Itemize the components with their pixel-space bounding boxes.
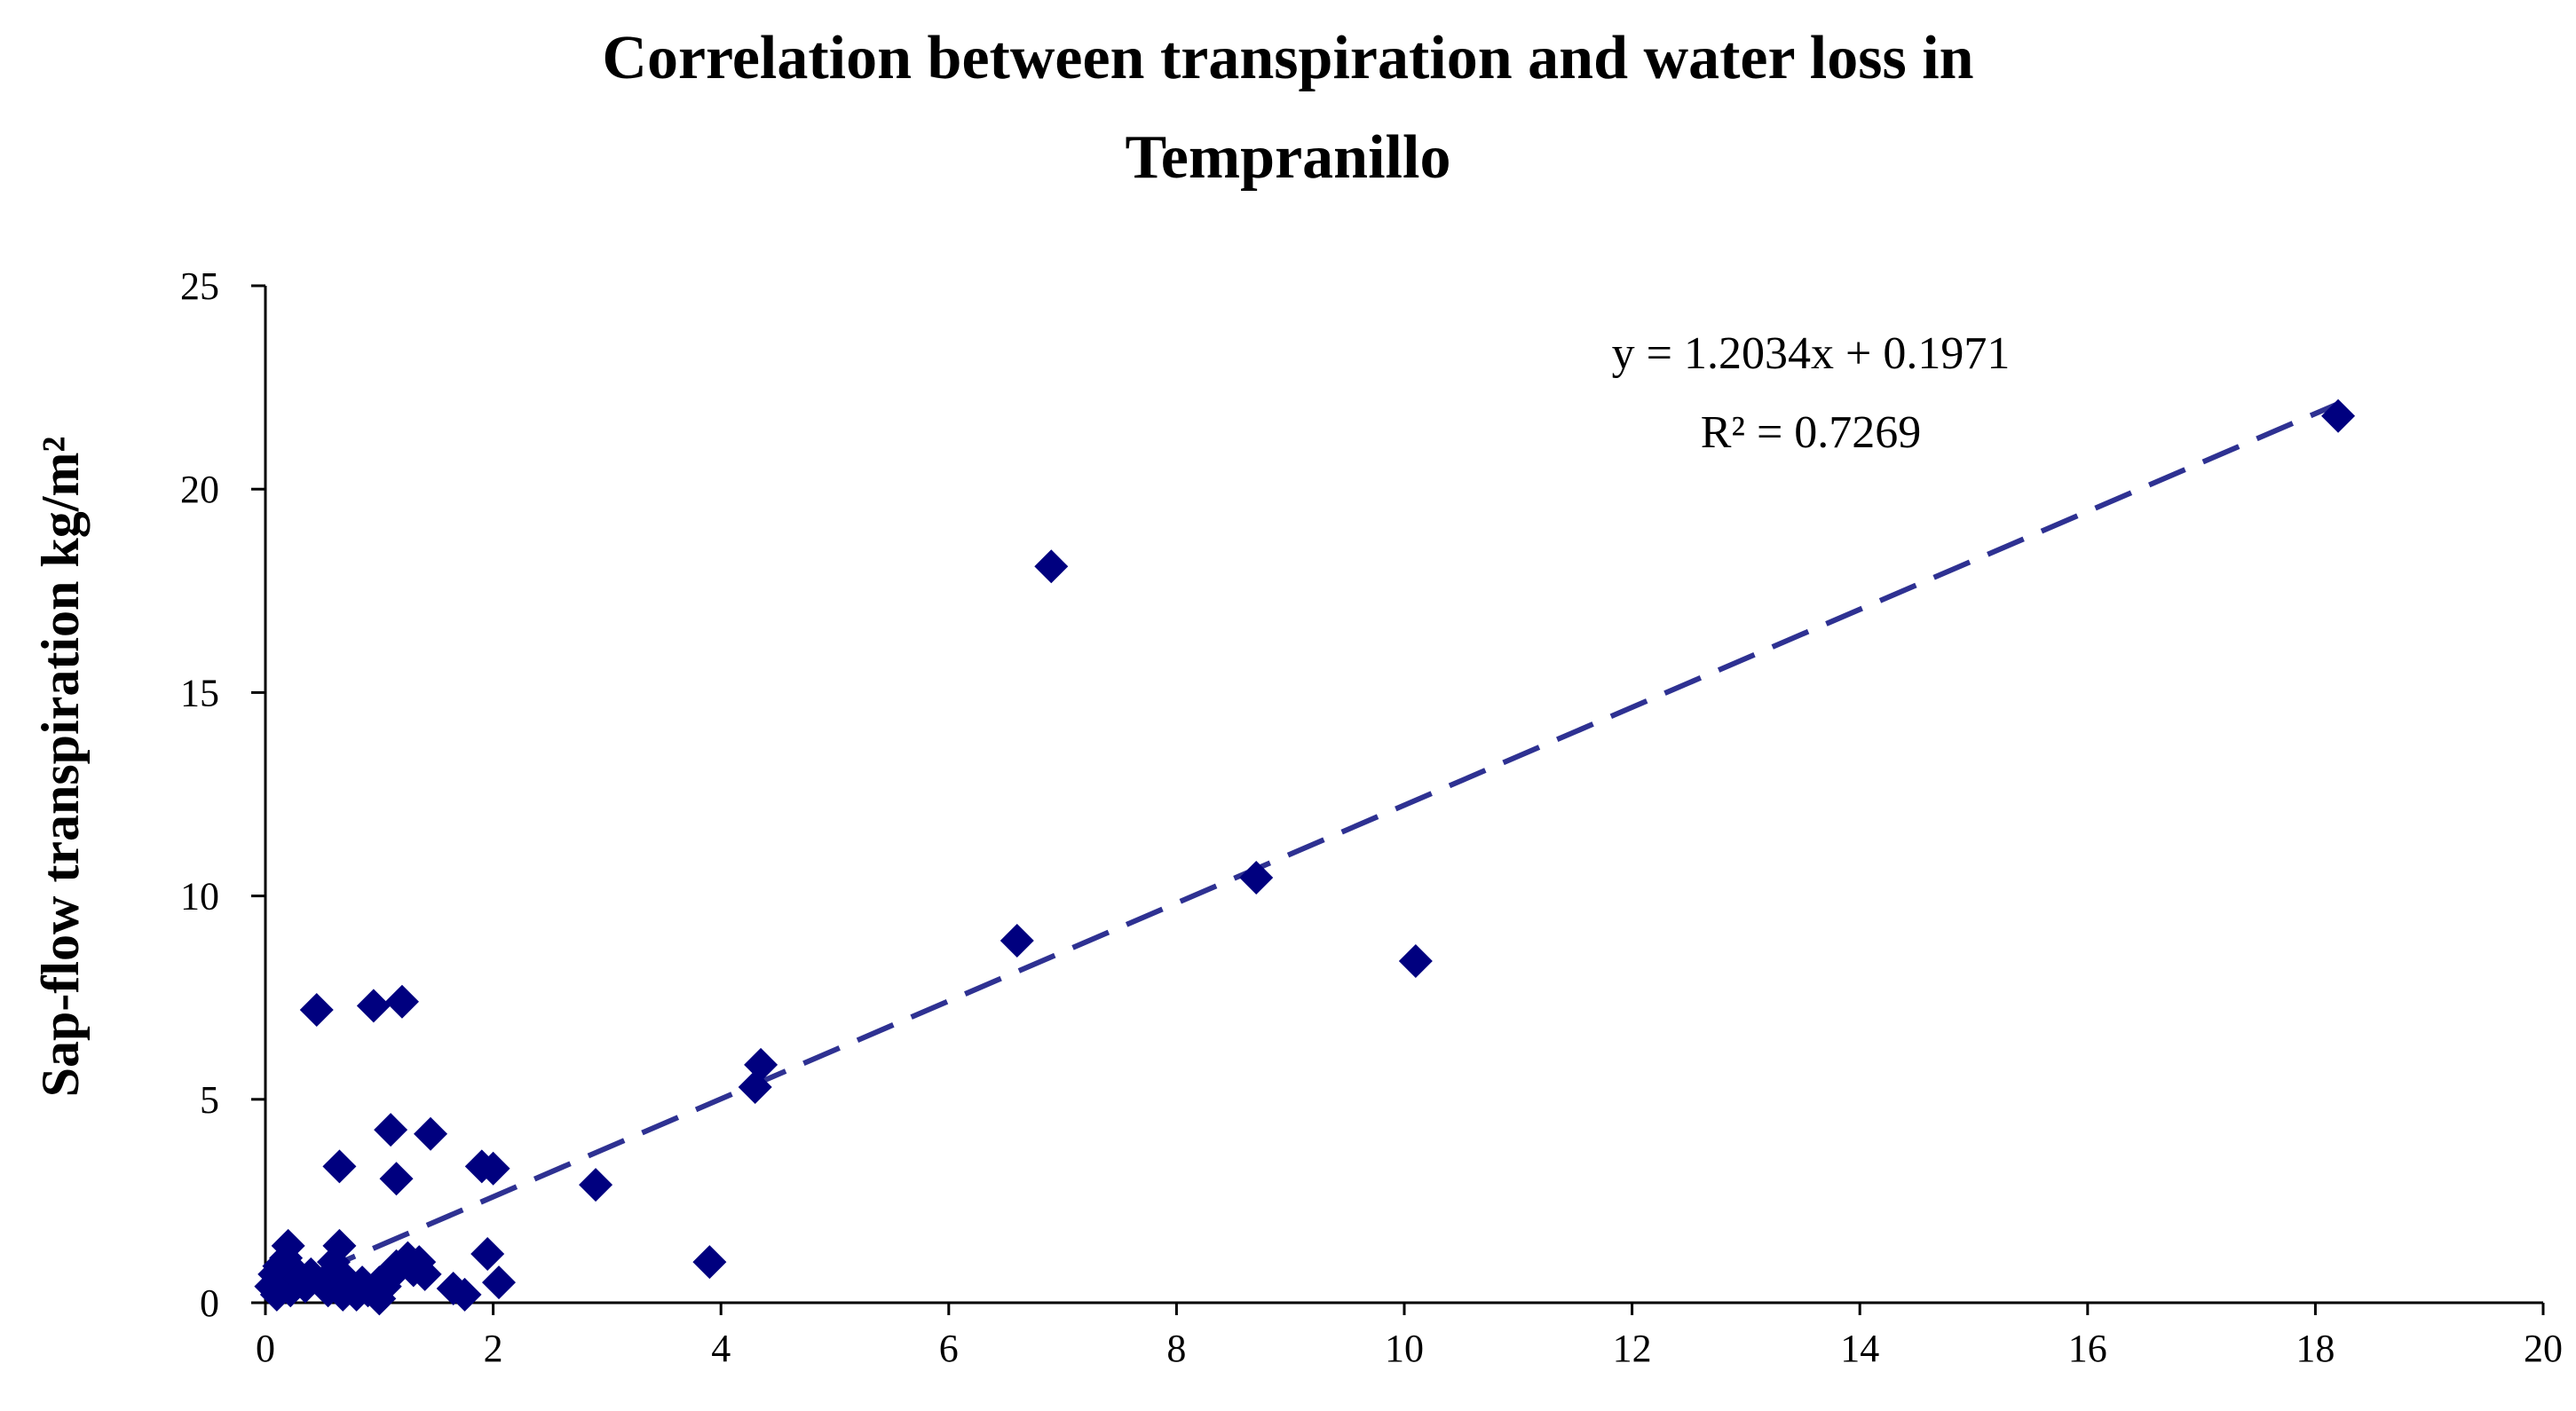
- data-point: [356, 989, 391, 1023]
- data-point: [407, 1257, 442, 1291]
- data-point: [379, 1162, 414, 1196]
- y-tick-label: 0: [200, 1281, 219, 1325]
- data-point: [482, 1265, 517, 1300]
- data-points: [254, 398, 2356, 1316]
- data-point: [322, 1228, 357, 1263]
- data-point: [322, 1149, 357, 1184]
- x-tick-label: 2: [484, 1327, 503, 1370]
- data-point: [1000, 924, 1034, 958]
- data-point: [374, 1113, 408, 1147]
- data-point: [1398, 943, 1433, 978]
- x-tick-label: 20: [2524, 1327, 2563, 1370]
- x-ticks: 0 2 4 6 8 10 12 14 16 18 20: [256, 1303, 2563, 1370]
- data-point: [414, 1116, 448, 1151]
- data-point: [692, 1245, 727, 1280]
- data-point: [476, 1151, 510, 1186]
- y-tick-label: 15: [180, 671, 219, 714]
- data-point: [271, 1228, 305, 1263]
- x-tick-label: 12: [1613, 1327, 1652, 1370]
- x-tick-label: 14: [1840, 1327, 1879, 1370]
- y-tick-label: 5: [200, 1078, 219, 1122]
- y-tick-label: 25: [180, 264, 219, 308]
- trendline-r-squared: R² = 0.7269: [1701, 407, 1922, 458]
- trendline-equation: y = 1.2034x + 0.1971: [1612, 328, 2011, 379]
- data-point: [447, 1277, 482, 1312]
- y-tick-label: 20: [180, 468, 219, 511]
- x-tick-label: 8: [1166, 1327, 1186, 1370]
- chart-title-line-1: Correlation between transpiration and wa…: [602, 24, 1973, 92]
- y-tick-label: 10: [180, 875, 219, 918]
- data-point: [470, 1236, 505, 1271]
- x-tick-label: 0: [256, 1327, 275, 1370]
- x-tick-label: 6: [939, 1327, 959, 1370]
- data-point: [1239, 860, 1274, 895]
- data-point: [1034, 549, 1069, 584]
- y-ticks: 0 5 10 15 20 25: [180, 264, 265, 1325]
- data-point: [384, 984, 419, 1019]
- x-tick-label: 10: [1385, 1327, 1424, 1370]
- x-tick-label: 4: [711, 1327, 731, 1370]
- data-point: [299, 992, 334, 1027]
- data-point: [2321, 398, 2356, 433]
- chart-title-line-2: Tempranillo: [1126, 123, 1451, 192]
- y-axis-label: Sap-flow transpiration kg/m²: [31, 437, 90, 1098]
- x-tick-label: 18: [2295, 1327, 2335, 1370]
- x-tick-label: 16: [2068, 1327, 2107, 1370]
- data-point: [579, 1168, 613, 1202]
- data-point: [744, 1047, 778, 1082]
- trendline: [264, 401, 2340, 1297]
